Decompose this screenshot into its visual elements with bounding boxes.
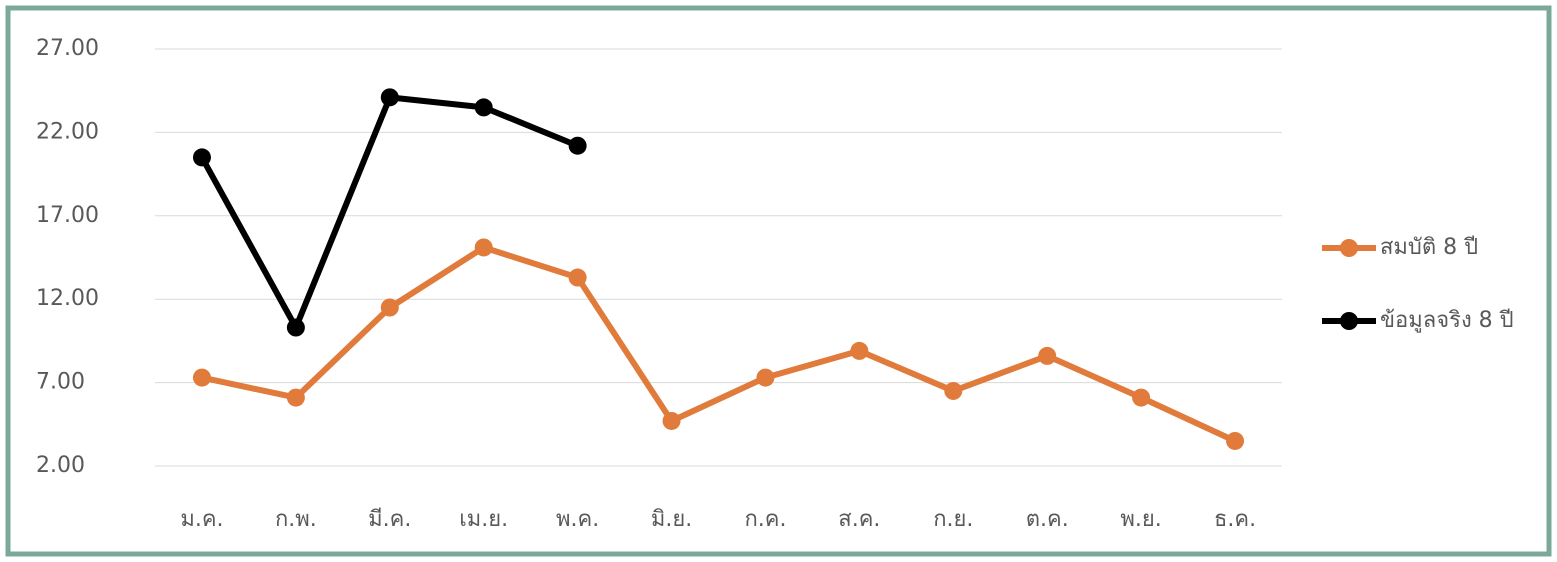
data-point — [192, 368, 211, 387]
x-tick-label: ก.พ. — [275, 507, 317, 532]
data-point — [756, 368, 775, 387]
data-point — [568, 136, 587, 155]
x-tick-label: พ.ค. — [556, 507, 599, 532]
y-tick-label: 7.00 — [36, 370, 85, 395]
data-point — [662, 411, 681, 430]
series-line — [201, 244, 1237, 444]
x-tick-label: ม.ค. — [180, 507, 223, 532]
data-point — [380, 298, 399, 317]
chart-frame — [5, 5, 1552, 557]
x-tick-label: พ.ย. — [1120, 507, 1161, 532]
legend-marker — [1340, 239, 1358, 257]
x-tick-label: ต.ค. — [1026, 507, 1069, 532]
data-point — [380, 88, 399, 107]
x-tick-label: ส.ค. — [838, 507, 880, 532]
data-point — [286, 318, 305, 337]
x-tick-label: ก.ย. — [933, 507, 973, 532]
legend-marker — [1340, 312, 1358, 330]
x-tick-label: ก.ค. — [744, 507, 786, 532]
x-tick-label: มี.ค. — [368, 507, 411, 532]
y-tick-label: 12.00 — [36, 286, 99, 311]
y-tick-label: 2.00 — [36, 453, 85, 478]
data-point — [1038, 346, 1057, 365]
data-point — [1132, 388, 1151, 407]
data-point — [850, 341, 869, 360]
data-point — [568, 268, 587, 287]
x-tick-label: เม.ย. — [459, 507, 508, 532]
data-point — [474, 98, 493, 117]
legend-label: ข้อมูลจริง 8 ปี — [1380, 308, 1514, 333]
y-tick-label: 27.00 — [36, 36, 99, 61]
data-point — [286, 388, 305, 407]
x-tick-label: มิ.ย. — [651, 507, 692, 532]
y-tick-label: 22.00 — [36, 119, 99, 144]
data-point — [192, 148, 211, 167]
data-point — [1226, 431, 1245, 450]
y-tick-label: 17.00 — [36, 203, 99, 228]
data-point — [474, 238, 493, 257]
legend-label: สมบัติ 8 ปี — [1380, 235, 1478, 260]
data-point — [944, 381, 963, 400]
x-tick-label: ธ.ค. — [1214, 507, 1256, 532]
